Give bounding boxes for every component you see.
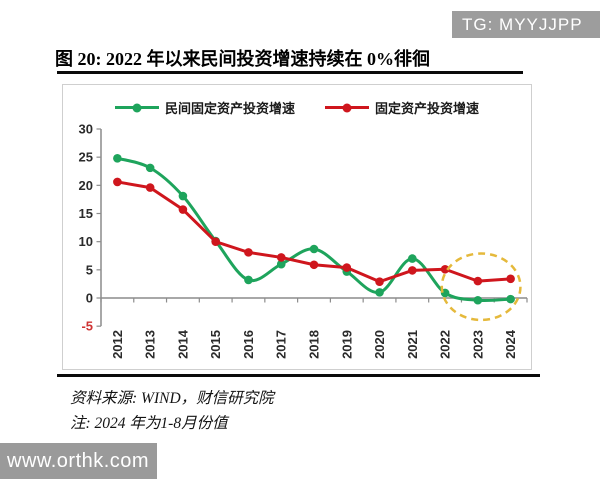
legend-label-private: 民间固定资产投资增速 bbox=[164, 101, 295, 116]
legend-marker-green-icon bbox=[114, 103, 159, 112]
y-tick-label: 5 bbox=[86, 262, 93, 277]
telegram-badge: TG: MYYJJPP bbox=[452, 11, 600, 38]
source-note: 资料来源: WIND，财信研究院 bbox=[70, 390, 274, 407]
legend-item-private: 民间固定资产投资增速 bbox=[114, 98, 295, 117]
y-tick-label: 10 bbox=[79, 234, 93, 249]
x-axis: 2012 2013 2014 2015 2016 2017 2018 2019 2020 2021… bbox=[100, 297, 528, 359]
y-tick-label: 15 bbox=[79, 206, 93, 221]
data-point bbox=[145, 163, 155, 173]
data-point bbox=[276, 259, 286, 269]
private-investment-series bbox=[113, 153, 515, 305]
x-tick-label: 2012 bbox=[110, 330, 125, 359]
site-watermark: www.orthk.com bbox=[0, 443, 157, 479]
data-point bbox=[506, 294, 515, 304]
chart-area: 30 25 20 15 10 5 0 -5 2012 2013 2014 2015 2016 2017 20… bbox=[62, 84, 532, 370]
x-tick-label: 2024 bbox=[503, 329, 518, 359]
data-point bbox=[342, 263, 352, 272]
data-point bbox=[440, 264, 450, 274]
chart-legend: 民间固定资产投资增速 固定资产投资增速 bbox=[63, 98, 531, 117]
data-point bbox=[473, 276, 483, 286]
data-point bbox=[276, 253, 286, 262]
data-point bbox=[113, 153, 122, 163]
data-point bbox=[145, 183, 155, 192]
y-tick-label: 20 bbox=[79, 178, 93, 193]
y-tick-label: -5 bbox=[81, 319, 93, 334]
data-point bbox=[178, 191, 188, 201]
data-point bbox=[375, 277, 384, 286]
title-underline bbox=[57, 71, 523, 74]
data-point bbox=[408, 254, 417, 263]
legend-label-total: 固定资产投资增速 bbox=[375, 101, 480, 116]
legend-marker-red-icon bbox=[325, 103, 369, 112]
x-tick-label: 2023 bbox=[470, 330, 485, 359]
x-tick-label: 2019 bbox=[339, 330, 354, 359]
x-tick-label: 2014 bbox=[175, 329, 190, 359]
x-tick-label: 2021 bbox=[405, 330, 420, 359]
data-point bbox=[473, 295, 483, 305]
data-point bbox=[375, 288, 384, 297]
data-point bbox=[408, 266, 417, 275]
figure-bottom-rule bbox=[57, 374, 540, 377]
data-point bbox=[309, 244, 319, 254]
x-tick-label: 2018 bbox=[307, 330, 322, 359]
highlight-ellipse bbox=[440, 252, 522, 322]
series-line bbox=[115, 156, 513, 303]
x-tick-label: 2017 bbox=[274, 330, 289, 359]
data-point bbox=[506, 274, 515, 284]
y-tick-label: 0 bbox=[86, 291, 93, 306]
y-tick-label: 25 bbox=[79, 150, 93, 165]
y-axis: 30 25 20 15 10 5 0 -5 bbox=[79, 122, 102, 334]
x-tick-label: 2013 bbox=[143, 330, 158, 359]
footnote: 注: 2024 年为1-8月份值 bbox=[70, 415, 228, 432]
data-point bbox=[113, 177, 122, 187]
data-point bbox=[211, 237, 220, 246]
figure-title: 图 20: 2022 年以来民间投资增速持续在 0%徘徊 bbox=[55, 49, 430, 69]
x-tick-label: 2020 bbox=[372, 330, 387, 359]
x-tick-label: 2022 bbox=[438, 330, 453, 359]
y-tick-label: 30 bbox=[79, 122, 93, 137]
data-point bbox=[309, 260, 319, 270]
x-tick-label: 2015 bbox=[208, 330, 223, 359]
legend-item-total: 固定资产投资增速 bbox=[325, 98, 479, 117]
data-point bbox=[244, 248, 253, 257]
x-tick-label: 2016 bbox=[241, 330, 256, 359]
data-point bbox=[178, 205, 188, 214]
fixed-investment-series bbox=[113, 177, 515, 286]
data-point bbox=[244, 275, 253, 285]
